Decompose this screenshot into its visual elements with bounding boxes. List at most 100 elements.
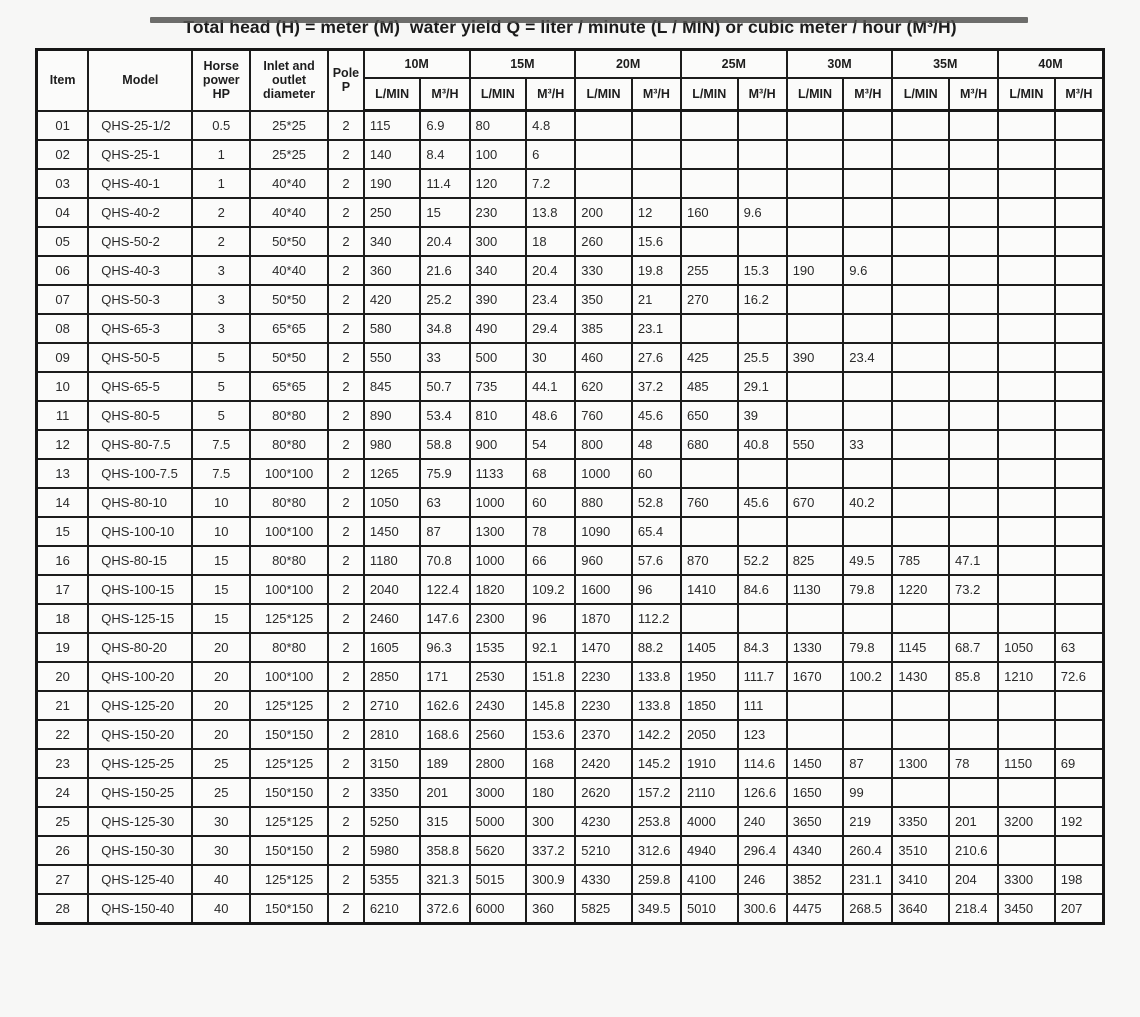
cell-m3h <box>1053 197 1105 228</box>
cell-inlet: 80*80 <box>249 400 330 431</box>
cell-m3h: 23.1 <box>630 313 682 344</box>
cell-m3h <box>1053 574 1105 605</box>
cell-item: 25 <box>35 806 90 837</box>
cell-item: 20 <box>35 661 90 692</box>
cell-m3h: 87 <box>419 516 471 547</box>
cell-m3h: 189 <box>419 748 471 779</box>
cell-lmin <box>997 574 1056 605</box>
header-lmin: L/MIN <box>574 77 633 112</box>
cell-lmin: 1430 <box>891 661 950 692</box>
cell-m3h: 7.2 <box>525 168 577 199</box>
cell-hp: 2 <box>191 197 252 228</box>
cell-lmin: 1050 <box>362 487 422 518</box>
cell-lmin <box>997 516 1056 547</box>
cell-lmin: 330 <box>574 255 633 286</box>
cell-m3h: 85.8 <box>947 661 1000 692</box>
cell-lmin <box>997 487 1056 518</box>
cell-lmin: 890 <box>362 400 422 431</box>
cell-lmin: 1650 <box>785 777 845 808</box>
cell-lmin: 785 <box>891 545 950 576</box>
cell-m3h <box>842 284 894 315</box>
cell-lmin: 390 <box>468 284 528 315</box>
cell-model: QHS-80-5 <box>87 400 194 431</box>
cell-lmin <box>997 313 1056 344</box>
cell-lmin <box>785 168 845 199</box>
cell-m3h <box>736 516 788 547</box>
cell-hp: 40 <box>191 893 252 925</box>
cell-m3h <box>1053 109 1105 141</box>
cell-lmin: 1820 <box>468 574 528 605</box>
cell-m3h <box>842 719 894 750</box>
cell-hp: 25 <box>191 748 252 779</box>
header-group-25m: 25M <box>679 48 788 79</box>
cell-hp: 3 <box>191 313 252 344</box>
cell-pole: 2 <box>327 284 365 315</box>
cell-lmin: 1145 <box>891 632 950 663</box>
cell-m3h: 145.2 <box>630 748 682 779</box>
header-group-40m: 40M <box>997 48 1105 79</box>
cell-lmin: 160 <box>679 197 739 228</box>
cell-m3h: 12 <box>630 197 682 228</box>
cell-pole: 2 <box>327 313 365 344</box>
cell-hp: 30 <box>191 806 252 837</box>
cell-m3h <box>947 168 1000 199</box>
cell-lmin: 1090 <box>574 516 633 547</box>
cell-pole: 2 <box>327 400 365 431</box>
cell-lmin <box>785 197 845 228</box>
cell-model: QHS-80-20 <box>87 632 194 663</box>
cell-lmin: 3000 <box>468 777 528 808</box>
cell-hp: 5 <box>191 342 252 373</box>
table-row: 24 QHS-150-25 25 150*150 2 3350 201 3000 180 2620… <box>35 777 1105 808</box>
cell-m3h: 78 <box>947 748 1000 779</box>
table-body: 01 QHS-25-1/2 0.5 25*25 2 115 6.9 80 4.8 02 QHS-25… <box>35 109 1105 925</box>
cell-lmin <box>891 603 950 634</box>
cell-lmin: 120 <box>468 168 528 199</box>
cell-inlet: 65*65 <box>249 371 330 402</box>
cell-m3h: 349.5 <box>630 893 682 925</box>
cell-m3h <box>1053 371 1105 402</box>
cell-lmin <box>785 139 845 170</box>
cell-m3h: 11.4 <box>419 168 471 199</box>
cell-lmin: 845 <box>362 371 422 402</box>
cell-m3h: 142.2 <box>630 719 682 750</box>
cell-lmin: 1950 <box>679 661 739 692</box>
cell-lmin <box>997 284 1056 315</box>
header-lmin: L/MIN <box>891 77 950 112</box>
cell-m3h: 60 <box>525 487 577 518</box>
cell-lmin: 1265 <box>362 458 422 489</box>
cell-lmin: 3350 <box>891 806 950 837</box>
cell-lmin: 140 <box>362 139 422 170</box>
cell-m3h <box>947 226 1000 257</box>
cell-m3h: 40.8 <box>736 429 788 460</box>
cropped-top-strip <box>150 17 1028 23</box>
cell-m3h: 147.6 <box>419 603 471 634</box>
cell-lmin: 2810 <box>362 719 422 750</box>
table-row: 28 QHS-150-40 40 150*150 2 6210 372.6 6000 360 58… <box>35 893 1105 925</box>
cell-inlet: 125*125 <box>249 748 330 779</box>
cell-lmin: 1000 <box>468 545 528 576</box>
cell-m3h: 372.6 <box>419 893 471 925</box>
table-row: 22 QHS-150-20 20 150*150 2 2810 168.6 2560 153.6… <box>35 719 1105 750</box>
cell-pole: 2 <box>327 197 365 228</box>
cell-m3h <box>842 458 894 489</box>
cell-model: QHS-40-1 <box>87 168 194 199</box>
cell-lmin: 4230 <box>574 806 633 837</box>
table-row: 09 QHS-50-5 5 50*50 2 550 33 500 30 460 27.6 425 25.… <box>35 342 1105 373</box>
cell-item: 18 <box>35 603 90 634</box>
cell-model: QHS-50-2 <box>87 226 194 257</box>
cell-lmin <box>785 284 845 315</box>
cell-lmin: 3640 <box>891 893 950 925</box>
cell-m3h: 231.1 <box>842 864 894 895</box>
cell-hp: 3 <box>191 284 252 315</box>
cell-m3h: 25.2 <box>419 284 471 315</box>
cell-m3h <box>947 284 1000 315</box>
cell-m3h: 96 <box>525 603 577 634</box>
cell-lmin: 350 <box>574 284 633 315</box>
table-row: 25 QHS-125-30 30 125*125 2 5250 315 5000 300 4230… <box>35 806 1105 837</box>
cell-lmin: 810 <box>468 400 528 431</box>
cell-lmin <box>679 458 739 489</box>
cell-lmin: 1000 <box>574 458 633 489</box>
cell-lmin: 1050 <box>997 632 1056 663</box>
cell-lmin: 1300 <box>891 748 950 779</box>
cell-m3h <box>1053 284 1105 315</box>
